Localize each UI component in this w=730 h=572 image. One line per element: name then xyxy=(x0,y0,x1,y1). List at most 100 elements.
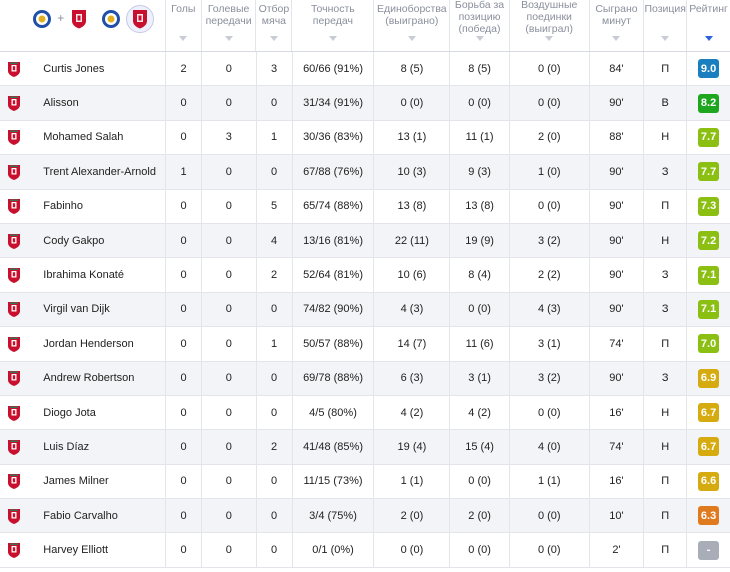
pass-accuracy-cell: 3/4 (75%) xyxy=(293,499,375,533)
col-duels[interactable]: Единоборства (выиграно) xyxy=(374,0,451,51)
player-name[interactable]: Fabinho xyxy=(27,189,166,223)
col-tackles[interactable]: Отбор мяча xyxy=(256,0,293,51)
ground-duels-cell: 9 (3) xyxy=(450,155,510,189)
player-name-text: Trent Alexander-Arnold xyxy=(43,165,156,178)
player-name[interactable]: Mohamed Salah xyxy=(27,120,166,155)
col-tackles-label: Отбор мяча xyxy=(258,3,290,27)
tackles-cell: 0 xyxy=(257,499,293,533)
player-name-text: Fabinho xyxy=(43,200,84,213)
duels-cell: 8 (5) xyxy=(374,52,451,86)
col-ground-duels[interactable]: Борьба за позицию (победа) xyxy=(450,0,510,51)
aerial-duels-cell: 0 (0) xyxy=(510,189,590,223)
pass-accuracy-cell: 31/34 (91%) xyxy=(293,86,375,120)
goals-cell: 0 xyxy=(166,499,203,533)
aerial-duels-cell: 0 (0) xyxy=(510,499,590,533)
rating-cell: 9.0 xyxy=(687,52,730,85)
col-position[interactable]: Позиция xyxy=(644,0,688,51)
table-row[interactable]: Harvey Elliott 0 0 0 0/1 (0%) 0 (0) 0 (0… xyxy=(0,533,730,568)
sort-caret-icon xyxy=(545,36,554,41)
player-name[interactable]: Luis Díaz xyxy=(27,430,166,464)
pass-accuracy-cell: 30/36 (83%) xyxy=(293,120,375,155)
position-cell: Н xyxy=(644,120,688,155)
pass-accuracy-cell: 13/16 (81%) xyxy=(293,223,375,258)
team-crest-cell xyxy=(0,430,27,463)
goals-cell: 0 xyxy=(166,327,203,361)
col-minutes[interactable]: Сыграно минут xyxy=(590,0,645,51)
player-name[interactable]: Harvey Elliott xyxy=(27,533,166,567)
minutes-cell: 90' xyxy=(590,155,645,189)
sort-caret-active-icon xyxy=(704,36,713,41)
col-goals-label: Голы xyxy=(171,3,196,15)
liverpool-crest-icon xyxy=(7,370,21,387)
pass-accuracy-cell: 52/64 (81%) xyxy=(293,258,375,292)
col-goals[interactable]: Голы xyxy=(166,0,202,51)
table-row[interactable]: Fabio Carvalho 0 0 0 3/4 (75%) 2 (0) 2 (… xyxy=(0,499,730,534)
player-name-text: Fabio Carvalho xyxy=(43,509,118,522)
col-pass-accuracy[interactable]: Точность передач xyxy=(292,0,375,51)
table-row[interactable]: Curtis Jones 2 0 3 60/66 (91%) 8 (5) 8 (… xyxy=(0,52,730,87)
pass-accuracy-cell: 65/74 (88%) xyxy=(293,189,375,223)
aerial-duels-cell: 3 (2) xyxy=(510,223,590,258)
table-row[interactable]: Luis Díaz 0 0 2 41/48 (85%) 19 (4) 15 (4… xyxy=(0,430,730,465)
player-name[interactable]: Trent Alexander-Arnold xyxy=(27,155,166,189)
duels-cell: 22 (11) xyxy=(374,223,451,258)
table-row[interactable]: Alisson 0 0 0 31/34 (91%) 0 (0) 0 (0) 0 … xyxy=(0,86,730,121)
liverpool-crest-icon xyxy=(7,439,21,455)
sort-caret-icon xyxy=(475,36,484,41)
player-name[interactable]: Diogo Jota xyxy=(27,395,166,430)
table-row[interactable]: Trent Alexander-Arnold 1 0 0 67/88 (76%)… xyxy=(0,155,730,190)
rating-badge: 7.3 xyxy=(698,196,720,216)
table-row[interactable]: Andrew Robertson 0 0 0 69/78 (88%) 6 (3)… xyxy=(0,361,730,396)
team-crest-cell xyxy=(0,362,27,395)
team-crest-cell xyxy=(0,155,27,188)
rating-badge: 8.2 xyxy=(698,93,720,113)
table-row[interactable]: Ibrahima Konaté 0 0 2 52/64 (81%) 10 (6)… xyxy=(0,258,730,293)
tackles-cell: 0 xyxy=(257,86,293,120)
team-crest-cell xyxy=(0,465,27,498)
tackles-cell: 0 xyxy=(257,533,293,567)
leicester-crest-icon[interactable] xyxy=(100,8,122,30)
player-name[interactable]: Cody Gakpo xyxy=(27,223,166,258)
duels-cell: 19 (4) xyxy=(374,430,451,464)
rating-badge: 6.9 xyxy=(698,368,720,388)
player-name[interactable]: Andrew Robertson xyxy=(27,361,166,395)
player-name[interactable]: Alisson xyxy=(27,86,166,120)
col-rating[interactable]: Рейтинг xyxy=(687,0,730,51)
tackles-cell: 1 xyxy=(257,120,293,155)
liverpool-crest-icon xyxy=(7,129,21,146)
leicester-crest-icon[interactable] xyxy=(31,8,53,30)
position-cell: П xyxy=(644,327,688,361)
minutes-cell: 74' xyxy=(590,430,645,464)
tackles-cell: 0 xyxy=(257,155,293,189)
player-name[interactable]: Fabio Carvalho xyxy=(27,499,166,533)
table-row[interactable]: James Milner 0 0 0 11/15 (73%) 1 (1) 0 (… xyxy=(0,464,730,500)
liverpool-crest-icon[interactable] xyxy=(126,5,155,33)
liverpool-crest-icon xyxy=(7,405,21,421)
table-row[interactable]: Fabinho 0 0 5 65/74 (88%) 13 (8) 13 (8) … xyxy=(0,189,730,224)
player-name[interactable]: Jordan Henderson xyxy=(27,327,166,361)
player-name[interactable]: Virgil van Dijk xyxy=(27,292,166,327)
player-name[interactable]: Curtis Jones xyxy=(27,52,166,86)
position-cell: В xyxy=(644,86,688,120)
sort-caret-icon xyxy=(224,36,233,41)
table-row[interactable]: Cody Gakpo 0 0 4 13/16 (81%) 22 (11) 19 … xyxy=(0,223,730,259)
table-row[interactable]: Diogo Jota 0 0 0 4/5 (80%) 4 (2) 4 (2) 0… xyxy=(0,395,730,431)
rating-cell: 7.7 xyxy=(687,121,730,154)
rating-badge: 6.3 xyxy=(698,506,720,526)
player-name[interactable]: James Milner xyxy=(27,464,166,499)
col-duels-label: Единоборства (выиграно) xyxy=(376,3,447,27)
col-assists[interactable]: Голевые передачи xyxy=(202,0,257,51)
rating-badge: 6.7 xyxy=(698,403,720,423)
minutes-cell: 90' xyxy=(590,258,645,292)
goals-cell: 0 xyxy=(166,533,203,567)
col-aerial-duels[interactable]: Воздушные поединки (выиграл) xyxy=(510,0,590,51)
liverpool-crest-icon xyxy=(7,336,21,352)
liverpool-crest-icon[interactable] xyxy=(68,8,90,30)
table-row[interactable]: Mohamed Salah 0 3 1 30/36 (83%) 13 (1) 1… xyxy=(0,120,730,156)
table-row[interactable]: Virgil van Dijk 0 0 0 74/82 (90%) 4 (3) … xyxy=(0,292,730,328)
team-filter: + xyxy=(27,0,166,51)
aerial-duels-cell: 0 (0) xyxy=(510,395,590,430)
player-name[interactable]: Ibrahima Konaté xyxy=(27,258,166,292)
table-row[interactable]: Jordan Henderson 0 0 1 50/57 (88%) 14 (7… xyxy=(0,327,730,362)
minutes-cell: 2' xyxy=(590,533,645,567)
